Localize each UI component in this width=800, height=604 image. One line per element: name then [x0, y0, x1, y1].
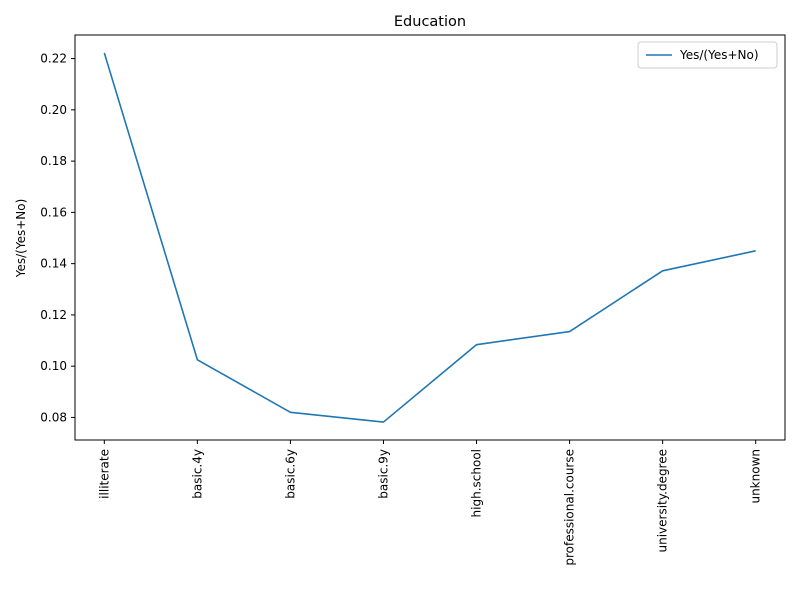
- y-tick-label: 0.20: [40, 103, 67, 117]
- chart-title: Education: [394, 14, 466, 30]
- y-tick-label: 0.22: [40, 52, 67, 66]
- plot-area: 0.08 0.10 0.12 0.14 0.16 0.18 0.20 0.22 illitera…: [40, 34, 786, 566]
- x-tick-label: illiterate: [97, 449, 111, 499]
- y-tick-label: 0.14: [40, 257, 67, 271]
- series-line: [103, 52, 756, 423]
- x-tick-label: basic.4y: [190, 449, 204, 499]
- legend-label: Yes/(Yes+No): [679, 48, 759, 62]
- x-tick-label: basic.6y: [283, 449, 297, 499]
- y-axis-title: Yes/(Yes+No): [14, 199, 28, 279]
- y-tick-label: 0.12: [40, 308, 67, 322]
- x-tick-label: university.degree: [656, 449, 670, 553]
- plot-frame: [74, 34, 786, 441]
- x-tick-label: high.school: [470, 449, 484, 517]
- y-tick-label: 0.16: [40, 205, 67, 219]
- y-tick-label: 0.18: [40, 154, 67, 168]
- y-tick-label: 0.10: [40, 359, 67, 373]
- legend: Yes/(Yes+No): [637, 41, 778, 69]
- x-tick-label: professional.course: [563, 449, 577, 566]
- x-tick-label: unknown: [749, 449, 763, 504]
- legend-box: [637, 41, 778, 69]
- x-tick-label: basic.9y: [376, 449, 390, 499]
- y-tick-label: 0.08: [40, 410, 67, 424]
